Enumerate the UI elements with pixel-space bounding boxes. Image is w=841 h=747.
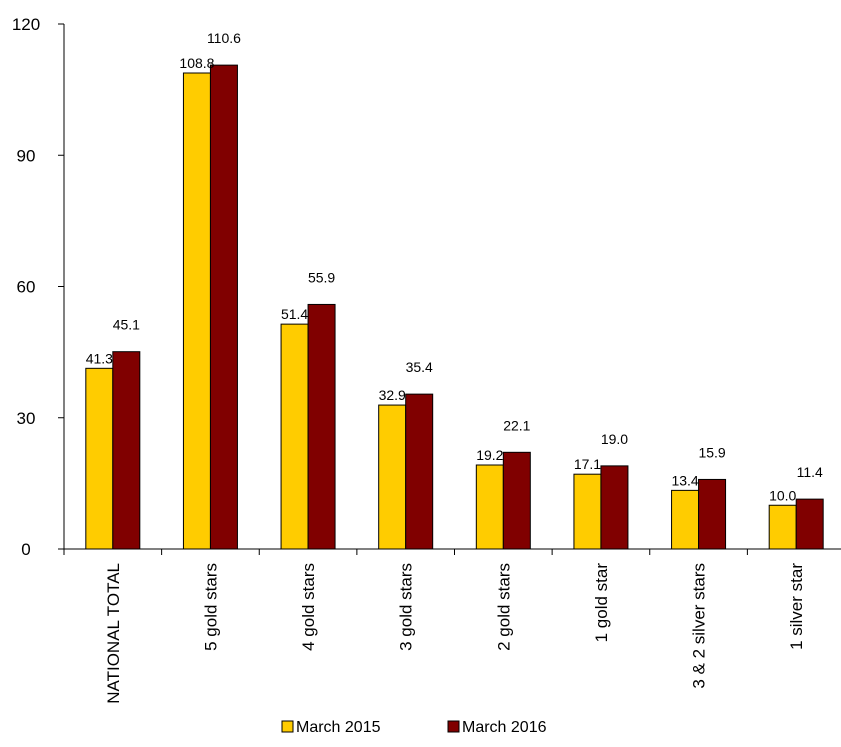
data-label-march-2015-1-gold-star: 17.1 xyxy=(574,456,601,472)
y-tick-label: 90 xyxy=(17,146,36,165)
legend-label-march-2016: March 2016 xyxy=(462,719,547,736)
bar-march-2015-3-gold-stars xyxy=(378,404,407,550)
bar-march-2016-5-gold-stars xyxy=(209,64,238,550)
data-label-march-2016-1-silver-star: 11.4 xyxy=(797,464,823,480)
x-tick-label-2-gold-stars: 2 gold stars xyxy=(494,563,513,651)
x-tick-label-3-2-silver-stars: 3 & 2 silver stars xyxy=(690,563,709,689)
x-tick-label-national-total: NATIONAL TOTAL xyxy=(104,563,123,704)
bar-march-2016-2-gold-stars xyxy=(502,451,531,550)
x-tick-label-3-gold-stars: 3 gold stars xyxy=(397,563,416,651)
bar-march-2015-1-gold-star xyxy=(573,473,602,550)
y-tick-label: 60 xyxy=(17,278,36,297)
legend-label-march-2015: March 2015 xyxy=(296,719,381,736)
data-label-march-2016-2-gold-stars: 22.1 xyxy=(503,417,530,433)
data-label-march-2015-2-gold-stars: 19.2 xyxy=(476,447,503,463)
data-label-march-2016-3-gold-stars: 35.4 xyxy=(406,359,433,375)
bar-series xyxy=(85,64,824,550)
y-tick-label: 120 xyxy=(12,15,40,34)
bar-march-2015-national-total xyxy=(85,367,114,550)
legend: March 2015 March 2016 xyxy=(281,719,547,736)
bar-march-2016-4-gold-stars xyxy=(307,303,336,550)
x-tick-label-1-silver-star: 1 silver star xyxy=(787,563,806,650)
x-tick-label-5-gold-stars: 5 gold stars xyxy=(201,563,220,651)
data-label-march-2016-5-gold-stars: 110.6 xyxy=(207,30,241,46)
data-label-march-2015-3-gold-stars: 32.9 xyxy=(379,387,406,403)
bar-march-2015-1-silver-star xyxy=(768,504,797,550)
data-label-march-2015-national-total: 41.3 xyxy=(86,350,113,366)
bar-march-2016-3-gold-stars xyxy=(405,393,434,550)
bar-march-2016-1-silver-star xyxy=(795,498,824,550)
bar-march-2015-2-gold-stars xyxy=(475,464,504,550)
data-label-march-2016-national-total: 45.1 xyxy=(113,317,140,333)
legend-swatch-march-2016 xyxy=(447,720,460,733)
x-axis: NATIONAL TOTAL 5 gold stars 4 gold stars 3 … xyxy=(63,548,841,704)
bar-march-2016-national-total xyxy=(112,351,141,550)
bar-march-2015-4-gold-stars xyxy=(280,323,309,550)
bar-march-2015-5-gold-stars xyxy=(182,72,211,550)
data-label-march-2016-4-gold-stars: 55.9 xyxy=(308,269,335,285)
x-tick-label-4-gold-stars: 4 gold stars xyxy=(299,563,318,651)
x-tick-label-1-gold-star: 1 gold star xyxy=(592,563,611,643)
y-tick-label: 0 xyxy=(21,540,30,559)
bar-march-2016-1-gold-star xyxy=(600,465,629,550)
data-label-march-2015-1-silver-star: 10.0 xyxy=(769,487,796,503)
bar-march-2016-3-2-silver-stars xyxy=(698,478,727,550)
data-label-march-2016-3-2-silver-stars: 15.9 xyxy=(698,444,725,460)
data-label-march-2016-1-gold-star: 19.0 xyxy=(601,431,628,447)
data-label-march-2015-3-2-silver-stars: 13.4 xyxy=(671,472,698,488)
data-label-march-2015-5-gold-stars: 108.8 xyxy=(179,55,214,71)
bar-march-2015-3-2-silver-stars xyxy=(671,489,700,550)
data-label-march-2015-4-gold-stars: 51.4 xyxy=(281,306,308,322)
legend-swatch-march-2015 xyxy=(281,720,294,733)
data-labels: 41.3 108.8 51.4 32.9 19.2 17.1 13.4 10.0 45.1 110… xyxy=(86,30,823,503)
y-tick-label: 30 xyxy=(17,409,36,428)
y-axis: 0 30 60 90 120 xyxy=(12,15,65,559)
